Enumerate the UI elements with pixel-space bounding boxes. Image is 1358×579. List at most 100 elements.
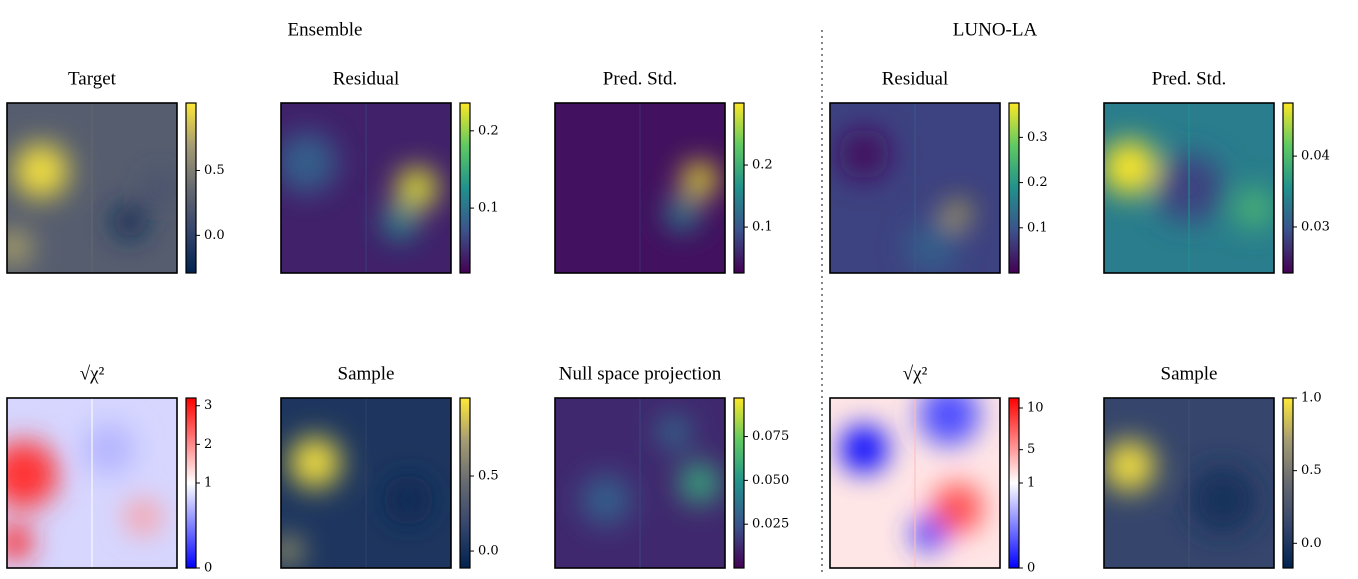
heatmap-image: [830, 103, 1000, 273]
panel-title: Residual: [333, 68, 400, 89]
colorbar-tick-label: 1: [1027, 476, 1035, 491]
heatmap-blob: [918, 398, 980, 446]
heatmap-blob: [289, 437, 341, 489]
heatmap-blob: [396, 167, 438, 209]
colorbar-tick-label: 0.2: [478, 123, 499, 138]
colorbar-tick-label: 0.3: [1027, 130, 1048, 145]
colorbar-tick-label: 0.1: [1027, 220, 1048, 235]
heatmap-image: [555, 398, 725, 568]
colorbar-tick-label: 0: [1027, 561, 1035, 576]
heatmap-frame: [829, 102, 1001, 274]
heatmap-image: [7, 398, 177, 568]
colorbar: [733, 397, 745, 569]
heatmap-blob: [840, 425, 888, 473]
colorbar: [1282, 102, 1294, 274]
panel-title: Residual: [882, 68, 949, 89]
colorbar-tick-label: 0.2: [752, 158, 773, 173]
colorbar-tick-label: 0.0: [204, 228, 225, 243]
heatmap-image: [555, 103, 725, 273]
heatmap-blob: [1104, 140, 1157, 195]
colorbar-tick-label: 0.075: [752, 429, 789, 444]
colorbar: [185, 102, 197, 274]
heatmap-frame: [554, 397, 726, 569]
heatmap-frame: [6, 102, 178, 274]
heatmap-blob: [112, 205, 147, 239]
colorbar-tick-label: 10: [1027, 401, 1044, 416]
heatmap-blob: [838, 128, 890, 180]
heatmap-blob: [13, 143, 69, 199]
colorbar-tick-label: 0.5: [478, 469, 499, 484]
colorbar-tick-label: 0: [204, 561, 212, 576]
heatmap-frame: [280, 397, 452, 569]
colorbar: [1282, 397, 1294, 569]
heatmap-blob: [146, 174, 174, 202]
heatmap-frame: [1103, 397, 1275, 569]
colorbar: [1008, 102, 1020, 274]
colorbar: [459, 397, 471, 569]
heatmap-blob: [1189, 466, 1257, 534]
panel-title: Pred. Std.: [1152, 68, 1226, 89]
colorbar: [459, 102, 471, 274]
colorbar-tick-label: 0.5: [1301, 463, 1322, 478]
heatmap-blob: [1104, 440, 1155, 492]
heatmap-image: [281, 398, 451, 568]
heatmap-image: [1104, 103, 1274, 273]
heatmap-image: [281, 103, 451, 273]
colorbar: [185, 397, 197, 569]
colorbar-tick-label: 0.2: [1027, 175, 1048, 190]
colorbar-tick-label: 5: [1027, 442, 1035, 457]
heatmap-blob: [83, 423, 135, 475]
heatmap-blob: [7, 230, 31, 265]
colorbar: [733, 102, 745, 274]
panel-title: Target: [68, 68, 117, 89]
heatmap-frame: [554, 102, 726, 274]
heatmap-frame: [829, 397, 1001, 569]
colorbar-tick-label: 0.025: [752, 517, 789, 532]
heatmap-blob: [7, 440, 58, 509]
heatmap-frame: [280, 102, 452, 274]
heatmap-blob: [947, 203, 968, 224]
heatmap-blob: [281, 537, 302, 565]
heatmap-blob: [281, 131, 338, 194]
panel-title: √χ²: [80, 363, 105, 384]
heatmap-blob: [126, 500, 160, 534]
heatmap-blob: [1233, 188, 1274, 229]
heatmap-blob: [682, 162, 717, 197]
group-title: Ensemble: [288, 19, 363, 40]
colorbar-tick-label: 3: [204, 398, 212, 413]
colorbar-tick-label: 1.0: [1301, 391, 1322, 406]
heatmap-blob: [911, 517, 946, 551]
colorbar-tick-label: 0.0: [1301, 536, 1322, 551]
panel-title: Pred. Std.: [603, 68, 677, 89]
heatmap-image: [1104, 398, 1274, 568]
heatmap-blob: [665, 196, 700, 231]
colorbar-tick-label: 0.03: [1301, 219, 1330, 234]
heatmap-blob: [657, 415, 691, 449]
heatmap-frame: [6, 397, 178, 569]
heatmap-blob: [383, 474, 434, 526]
heatmap-blob: [906, 222, 958, 273]
colorbar: [1008, 397, 1020, 569]
heatmap-image: [7, 103, 177, 273]
heatmap-blob: [7, 525, 33, 560]
panel-title: Sample: [338, 363, 395, 384]
colorbar-tick-label: 0.04: [1301, 149, 1330, 164]
colorbar-tick-label: 1: [204, 476, 212, 491]
heatmap-image: [830, 398, 1000, 568]
heatmap-blob: [679, 462, 720, 504]
group-title: LUNO-LA: [953, 19, 1038, 40]
colorbar-tick-label: 0.5: [204, 163, 225, 178]
heatmap-blob: [932, 483, 983, 534]
heatmap-blob: [383, 205, 417, 239]
heatmap-blob: [580, 474, 632, 526]
heatmap-frame: [1103, 102, 1275, 274]
colorbar-tick-label: 0.0: [478, 544, 499, 559]
panel-title: √χ²: [903, 363, 928, 384]
colorbar-tick-label: 0.1: [478, 201, 499, 216]
colorbar-tick-label: 0.1: [752, 220, 773, 235]
colorbar-tick-label: 0.050: [752, 473, 789, 488]
panel-title: Sample: [1161, 363, 1218, 384]
colorbar-tick-label: 2: [204, 437, 212, 452]
